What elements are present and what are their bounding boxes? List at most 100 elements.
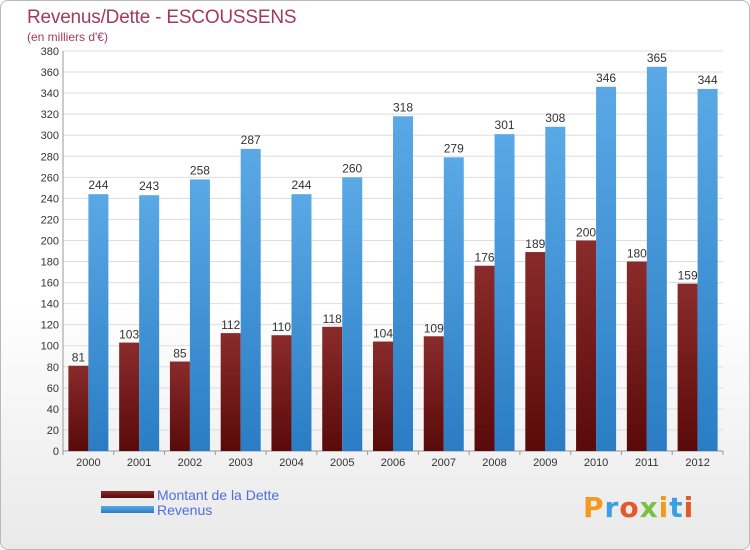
- y-tick-label: 320: [41, 109, 59, 121]
- bar-dette-2012: [677, 283, 698, 451]
- data-label-revenus-2003: 287: [241, 133, 261, 147]
- y-tick-label: 60: [47, 383, 59, 395]
- logo-letter: o: [619, 491, 640, 524]
- bar-revenus-2008: [494, 134, 515, 451]
- chart-subtitle: (en milliers d'€): [27, 30, 108, 44]
- y-tick-label: 160: [41, 278, 59, 290]
- data-label-revenus-2011: 365: [647, 51, 667, 65]
- bar-dette-2009: [525, 252, 546, 451]
- logo-letter: r: [604, 491, 620, 524]
- data-label-dette-2007: 109: [424, 321, 444, 335]
- legend-label-dette: Montant de la Dette: [157, 487, 280, 503]
- logo-letter: t: [669, 491, 684, 524]
- data-label-dette-2009: 189: [525, 237, 545, 251]
- data-label-revenus-2000: 244: [88, 178, 108, 192]
- y-tick-label: 220: [41, 214, 59, 226]
- bar-dette-2010: [576, 240, 597, 451]
- bar-revenus-2011: [646, 66, 667, 451]
- legend-label-revenus: Revenus: [157, 502, 213, 518]
- bar-dette-2006: [373, 341, 393, 451]
- data-label-dette-2010: 200: [576, 225, 596, 239]
- bar-revenus-2009: [545, 126, 566, 451]
- y-tick-label: 100: [41, 341, 59, 353]
- y-tick-label: 240: [41, 193, 59, 205]
- data-label-revenus-2008: 301: [495, 118, 515, 132]
- bar-dette-2002: [169, 361, 190, 451]
- x-tick-label-2006: 2006: [381, 457, 405, 469]
- data-label-dette-2003: 112: [221, 318, 240, 332]
- y-tick-label: 380: [41, 46, 59, 58]
- data-label-revenus-2009: 308: [545, 111, 565, 125]
- bar-revenus-2000: [88, 194, 109, 451]
- bar-dette-2000: [68, 365, 89, 451]
- y-tick-label: 360: [41, 67, 59, 79]
- data-label-revenus-2002: 258: [190, 163, 210, 177]
- y-tick-label: 340: [41, 88, 59, 100]
- x-tick-label-2009: 2009: [533, 457, 557, 469]
- data-label-revenus-2001: 243: [139, 179, 159, 193]
- x-tick-label-2008: 2008: [482, 457, 506, 469]
- logo-letter: i: [683, 491, 695, 524]
- y-tick-label: 0: [53, 446, 59, 458]
- x-tick-label-2010: 2010: [584, 457, 608, 469]
- bar-revenus-2002: [189, 179, 210, 451]
- bar-revenus-2007: [443, 157, 464, 451]
- y-tick-label: 260: [41, 172, 59, 184]
- bar-dette-2011: [626, 261, 647, 451]
- data-label-dette-2012: 159: [678, 269, 698, 283]
- x-tick-label-2002: 2002: [178, 457, 202, 469]
- data-label-revenus-2004: 244: [291, 178, 311, 192]
- x-tick-label-2007: 2007: [432, 457, 456, 469]
- data-label-dette-2002: 85: [173, 347, 187, 361]
- x-tick-label-2012: 2012: [685, 457, 709, 469]
- bar-revenus-2005: [342, 177, 363, 451]
- bar-dette-2008: [474, 265, 495, 451]
- bar-revenus-2012: [697, 88, 718, 451]
- y-tick-label: 200: [41, 235, 59, 247]
- legend-swatch-dette: [101, 491, 154, 498]
- bar-revenus-2004: [291, 194, 312, 451]
- y-tick-label: 140: [41, 299, 59, 311]
- chart-title: Revenus/Dette - ESCOUSSENS: [27, 7, 297, 28]
- y-tick-label: 80: [47, 362, 59, 374]
- y-tick-label: 20: [47, 425, 59, 437]
- x-tick-label-2004: 2004: [279, 457, 303, 469]
- y-tick-label: 280: [41, 151, 59, 163]
- data-label-dette-2011: 180: [627, 247, 647, 261]
- data-label-dette-2008: 176: [475, 251, 495, 265]
- data-label-revenus-2012: 344: [698, 73, 718, 87]
- y-tick-label: 120: [41, 320, 59, 332]
- data-label-dette-2000: 81: [72, 351, 86, 365]
- x-tick-label-2005: 2005: [330, 457, 354, 469]
- logo-letter: x: [639, 491, 659, 524]
- bar-dette-2001: [119, 342, 140, 451]
- x-tick-label-2000: 2000: [76, 457, 100, 469]
- logo-letter: P: [583, 491, 605, 524]
- x-tick-label-2001: 2001: [127, 457, 151, 469]
- bar-revenus-2001: [139, 195, 160, 451]
- logo-letter: i: [658, 491, 670, 524]
- bar-revenus-2006: [393, 116, 413, 452]
- data-label-revenus-2010: 346: [596, 71, 616, 85]
- data-label-dette-2005: 118: [323, 312, 342, 326]
- bar-dette-2004: [271, 335, 292, 451]
- y-tick-label: 300: [41, 130, 59, 142]
- data-label-revenus-2007: 279: [444, 141, 464, 155]
- bar-revenus-2003: [240, 148, 261, 452]
- bar-revenus-2010: [596, 86, 617, 451]
- bar-dette-2007: [423, 336, 444, 451]
- proxiti-logo: Proxiti: [583, 491, 694, 524]
- legend-swatch-revenus: [101, 506, 154, 513]
- bar-dette-2003: [220, 333, 241, 451]
- y-tick-label: 180: [41, 257, 59, 269]
- data-label-dette-2006: 104: [373, 327, 393, 341]
- bar-dette-2005: [322, 326, 343, 451]
- data-label-dette-2001: 103: [119, 328, 139, 342]
- data-label-dette-2004: 110: [272, 320, 291, 334]
- data-label-revenus-2006: 318: [393, 100, 413, 114]
- data-label-revenus-2005: 260: [342, 161, 362, 175]
- y-tick-label: 40: [47, 404, 59, 416]
- x-tick-label-2011: 2011: [635, 457, 659, 469]
